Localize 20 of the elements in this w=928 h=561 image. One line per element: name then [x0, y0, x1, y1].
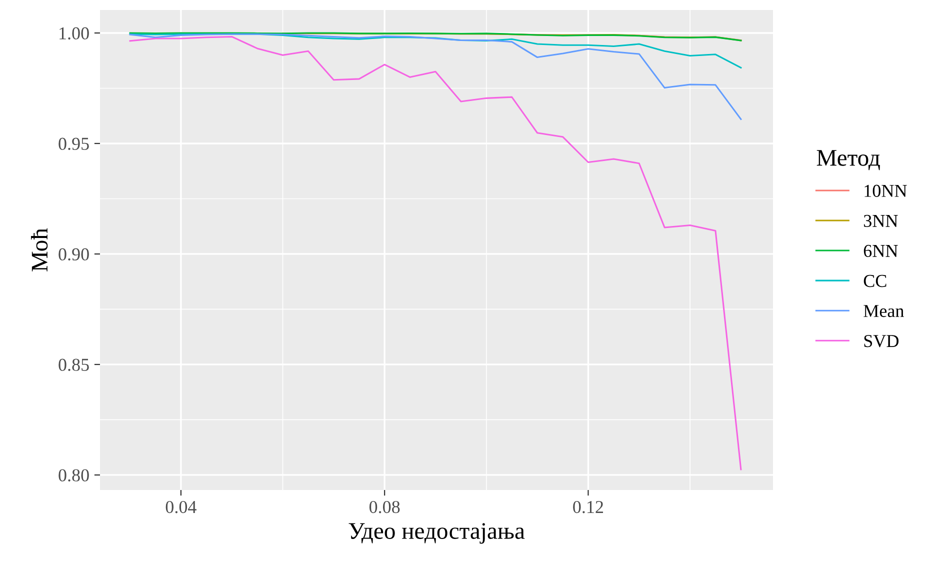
y-tick-label: 0.80 [58, 469, 89, 482]
legend-label: 6NN [864, 244, 898, 258]
legend-title: Метод [816, 150, 880, 170]
y-tick-label: 1.00 [60, 27, 89, 40]
legend-label: SVD [864, 334, 899, 348]
line-series [129, 33, 742, 120]
y-tick-label: 0.90 [58, 248, 89, 260]
x-tick-label: 0.04 [166, 500, 196, 514]
legend-label: Mean [864, 305, 904, 318]
line-series [129, 32, 742, 42]
x-tick-label: 0.08 [369, 500, 400, 514]
legend-label: 3NN [864, 214, 898, 228]
line-series [129, 36, 742, 470]
legend-label: CC [864, 274, 886, 288]
x-axis-title: Удео недостајања [348, 523, 525, 544]
y-tick-label: 0.95 [58, 138, 89, 150]
legend-label: 10NN [864, 184, 907, 197]
x-tick-label: 0.12 [573, 500, 604, 514]
y-axis-title: Моћ [31, 228, 48, 272]
y-tick-label: 0.85 [58, 358, 89, 371]
